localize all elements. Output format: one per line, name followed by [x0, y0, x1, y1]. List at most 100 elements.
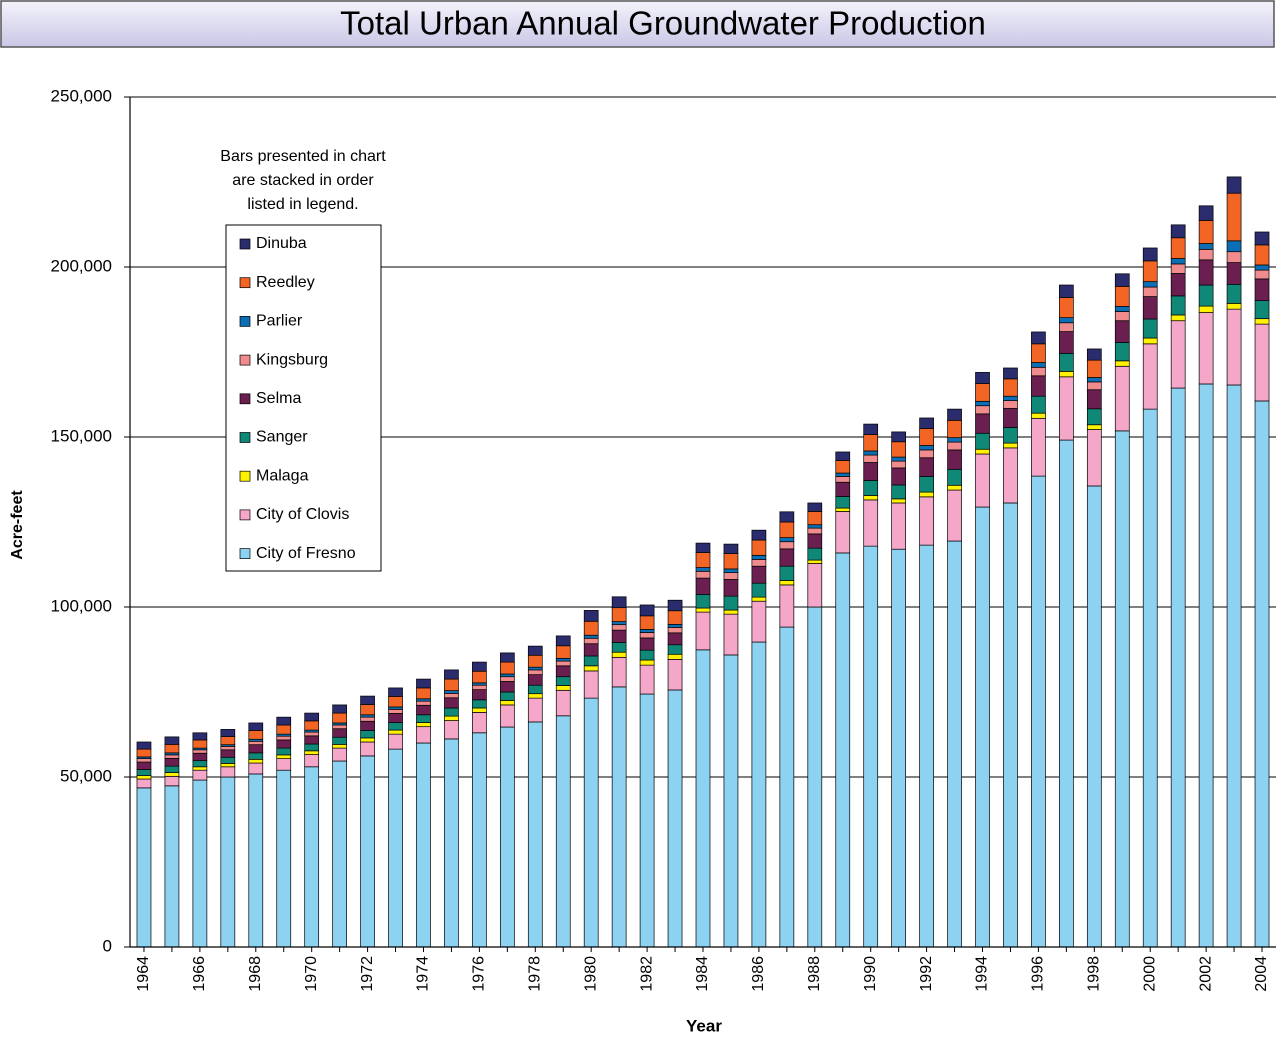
bar-segment — [835, 511, 851, 554]
bar-segment — [695, 552, 711, 568]
bar-segment — [1142, 260, 1158, 282]
bar-segment — [975, 506, 990, 948]
bar-segment — [947, 489, 962, 542]
bar-segment — [583, 670, 599, 699]
bar-segment — [947, 449, 962, 470]
bar-segment — [751, 529, 767, 541]
bar-segment — [1142, 286, 1158, 297]
bar-segment — [388, 708, 403, 714]
x-tick-label: 1996 — [1030, 956, 1047, 992]
bar-segment — [332, 704, 347, 714]
bar-segment — [1059, 322, 1074, 332]
bar-segment — [1198, 205, 1214, 221]
bar-segment — [304, 743, 320, 752]
bar-segment — [360, 714, 375, 718]
bar-segment — [1059, 439, 1074, 948]
bar-segment — [248, 744, 264, 754]
bar-segment — [751, 559, 767, 567]
bar-segment — [416, 704, 431, 716]
bar-segment — [611, 651, 627, 658]
bar-segment — [499, 726, 515, 948]
bar-segment — [1198, 383, 1214, 948]
bar-segment — [499, 676, 515, 682]
bar-segment — [499, 661, 515, 675]
bar-segment — [1170, 237, 1186, 259]
bar-segment — [388, 687, 403, 697]
bar-segment — [667, 653, 683, 660]
bar-segment — [751, 600, 767, 643]
bar-segment — [1170, 295, 1186, 316]
bar-segment — [1226, 303, 1242, 310]
bar-segment — [1142, 337, 1158, 345]
bar-segment — [1114, 430, 1130, 948]
bar-segment — [527, 654, 543, 668]
bar-segment — [332, 760, 347, 948]
bar-segment — [891, 498, 907, 504]
bar-segment — [891, 502, 907, 550]
bar-segment — [891, 431, 907, 443]
bar-segment — [779, 541, 795, 550]
bar-segment — [779, 565, 795, 581]
x-tick-label: 2000 — [1141, 956, 1158, 992]
bar-segment — [164, 754, 180, 759]
bar-segment — [360, 716, 375, 722]
bar-segment — [555, 657, 571, 662]
bar-segment — [1086, 359, 1102, 378]
bar-segment — [835, 460, 851, 474]
bar-segment — [1226, 308, 1242, 386]
bar-segment — [611, 621, 627, 626]
bar-segment — [1114, 365, 1130, 432]
bar-segment — [1003, 442, 1018, 449]
bar-segment — [136, 748, 152, 758]
x-tick-label: 2002 — [1197, 956, 1214, 992]
bar-segment — [416, 726, 431, 744]
x-tick-label: 1986 — [750, 956, 767, 992]
legend-label: Malaga — [256, 467, 309, 484]
bar-segment — [947, 408, 962, 421]
bar-segment — [835, 451, 851, 461]
bar-segment — [1142, 281, 1158, 288]
bar-segment — [276, 769, 292, 948]
bar-segment — [1031, 412, 1046, 419]
bar-segment — [220, 746, 236, 751]
x-tick-label: 1980 — [582, 956, 599, 992]
title-banner — [0, 0, 1275, 48]
bar-segment — [527, 669, 543, 676]
bar-segment — [667, 644, 683, 655]
bar-segment — [919, 496, 934, 546]
bar-segment — [1226, 384, 1242, 948]
bar-segment — [1003, 408, 1018, 428]
bars — [136, 176, 1270, 948]
x-axis-label: Year — [686, 1016, 722, 1035]
bar-segment — [360, 730, 375, 739]
bar-segment — [332, 736, 347, 745]
bar-segment — [1059, 371, 1074, 378]
bar-segment — [527, 674, 543, 686]
bar-segment — [1031, 375, 1046, 397]
bar-segment — [1142, 343, 1158, 410]
bar-segment — [192, 739, 208, 749]
legend-label: Parlier — [256, 313, 303, 330]
bar-segment — [192, 769, 208, 781]
bar-segment — [807, 606, 823, 948]
bar-segment — [472, 699, 487, 709]
bar-segment — [1059, 317, 1074, 324]
bar-segment — [555, 685, 571, 691]
bar-segment — [499, 681, 515, 693]
legend-swatch — [239, 238, 251, 250]
bar-segment — [695, 542, 711, 553]
bar-segment — [1059, 353, 1074, 372]
bar-segment — [1226, 262, 1242, 285]
bar-segment — [695, 611, 711, 651]
x-tick-label: 1984 — [694, 956, 711, 992]
bar-segment — [1198, 248, 1214, 261]
bar-segment — [751, 641, 767, 948]
bar-segment — [1170, 224, 1186, 239]
legend-swatch — [239, 316, 251, 327]
bar-segment — [975, 448, 990, 455]
bar-segment — [611, 656, 627, 688]
legend-swatch — [239, 470, 251, 482]
bar-segment — [639, 615, 655, 630]
bar-segment — [164, 736, 180, 745]
bar-segment — [136, 787, 152, 948]
